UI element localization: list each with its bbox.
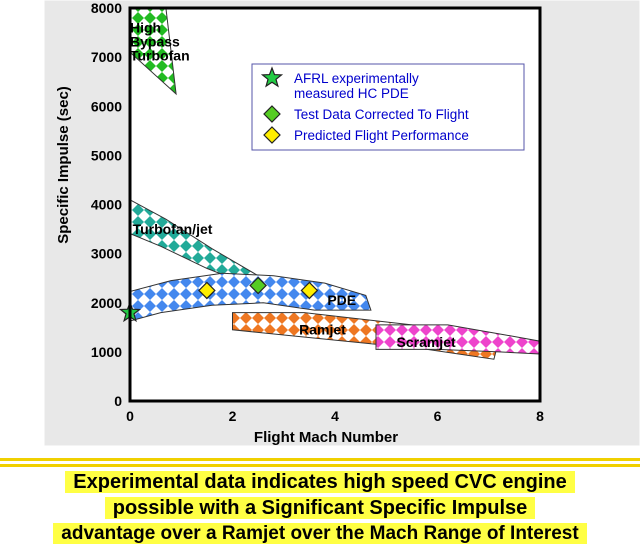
x-tick-0: 0 bbox=[126, 408, 134, 424]
chart-svg: High Bypass Turbofan Turbofan/jet PDE Ramjet S… bbox=[43, 0, 640, 447]
legend-box bbox=[251, 63, 525, 151]
point-layer bbox=[118, 276, 319, 323]
x-axis-label: Flight Mach Number bbox=[254, 429, 398, 446]
region-layer bbox=[130, 8, 540, 360]
y-tick-4000: 4000 bbox=[91, 197, 122, 213]
y-tick-5000: 5000 bbox=[91, 147, 122, 163]
legend-marker-predicted-flight-performance bbox=[263, 126, 281, 144]
caption-rule-top bbox=[0, 458, 640, 461]
point-test-data-corrected-to-flight-0 bbox=[249, 276, 267, 295]
region-label-scramjet: Scramjet bbox=[397, 334, 456, 350]
x-tick-4: 4 bbox=[331, 408, 339, 424]
legend: AFRL experimentally measured HC PDE Test D… bbox=[251, 63, 525, 151]
y-tick-7000: 7000 bbox=[91, 49, 122, 65]
caption-line-2: possible with a Significant Specific Imp… bbox=[0, 496, 640, 520]
legend-marker-test-data-corrected-to-flight bbox=[263, 105, 281, 123]
region-scramjet bbox=[375, 324, 540, 355]
caption-rule-second bbox=[0, 464, 640, 467]
y-tick-1000: 1000 bbox=[91, 344, 122, 360]
y-tick-8000: 8000 bbox=[91, 0, 122, 16]
region-high-bypass-turbofan bbox=[130, 8, 177, 96]
caption-panel: Experimental data indicates high speed C… bbox=[0, 456, 640, 548]
region-label-turbofan-jet: Turbofan/jet bbox=[133, 221, 213, 237]
y-tick-2000: 2000 bbox=[91, 295, 122, 311]
y-axis-label: Specific Impulse (sec) bbox=[55, 86, 72, 244]
plot-border bbox=[128, 6, 542, 403]
region-label-layer: High Bypass Turbofan Turbofan/jet PDE Ramjet S… bbox=[130, 20, 456, 350]
chart-figure: High Bypass Turbofan Turbofan/jet PDE Ramjet S… bbox=[43, 0, 640, 447]
tick-layer: 0 2 4 6 8 0 1000 2000 3000 4000 5000 6000 7000 8000 bbox=[91, 0, 544, 424]
legend-label-test-data-corrected-to-flight: Test Data Corrected To Flight bbox=[294, 107, 469, 122]
y-tick-6000: 6000 bbox=[91, 98, 122, 114]
x-tick-2: 2 bbox=[229, 408, 237, 424]
point-predicted-flight-performance-1 bbox=[300, 281, 319, 300]
x-tick-8: 8 bbox=[536, 408, 544, 424]
y-tick-0: 0 bbox=[114, 393, 122, 409]
legend-marker-afrl-experimentally-measured-hc-pde bbox=[260, 66, 284, 88]
caption-line-1: Experimental data indicates high speed C… bbox=[0, 470, 640, 494]
legend-label-afrl-experimentally-measured-hc-pde: AFRL experimentally measured HC PDE bbox=[294, 71, 419, 101]
caption-line-3: advantage over a Ramjet over the Mach Ra… bbox=[0, 522, 640, 546]
point-predicted-flight-performance-0 bbox=[198, 281, 216, 300]
legend-label-predicted-flight-performance: Predicted Flight Performance bbox=[294, 128, 469, 143]
region-label-pde: PDE bbox=[327, 292, 356, 308]
region-label-high-bypass-turbofan: High Bypass Turbofan bbox=[130, 20, 190, 64]
y-tick-3000: 3000 bbox=[91, 246, 122, 262]
x-tick-6: 6 bbox=[434, 408, 442, 424]
region-label-ramjet: Ramjet bbox=[299, 322, 346, 338]
